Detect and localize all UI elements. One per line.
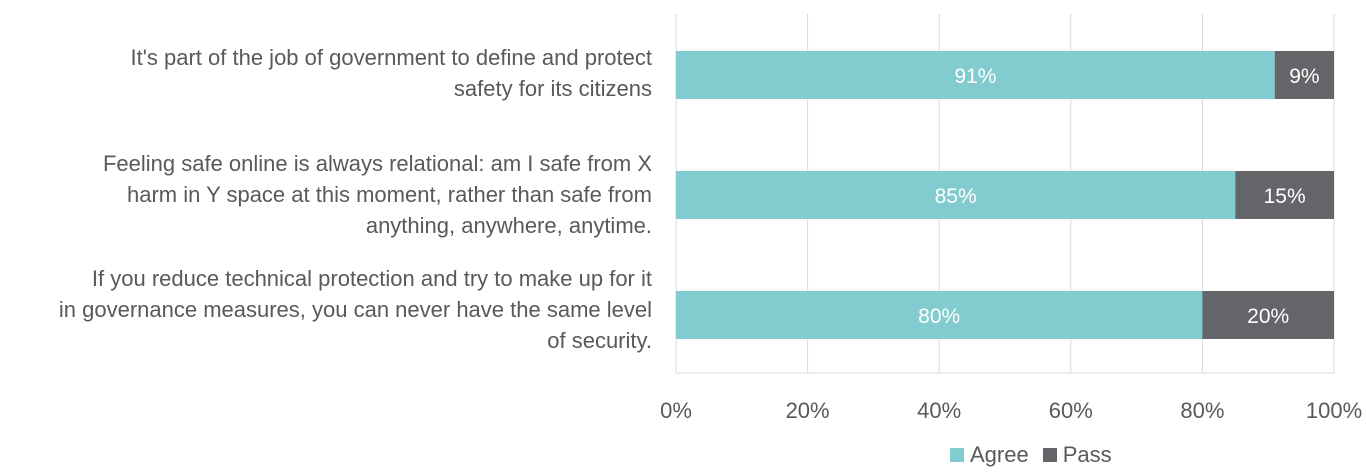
legend-label-agree: Agree [970,442,1029,467]
data-label: 80% [918,305,960,328]
bar-pass [1202,291,1334,339]
x-tick-label: 20% [786,398,830,423]
bar-agree [676,171,1236,219]
bar-pass [1274,51,1334,99]
x-tick-label: 100% [1306,398,1362,423]
bar-pass [1235,171,1334,219]
legend: Agree Pass [950,442,1126,468]
category-label-line: harm in Y space at this moment, rather t… [127,182,652,207]
data-label: 85% [935,185,977,208]
data-label: 20% [1247,305,1289,328]
x-tick-label: 60% [1049,398,1093,423]
x-tick-label: 40% [917,398,961,423]
category-label-line: anything, anywhere, anytime. [365,213,652,238]
category-label-line: of security. [547,328,652,353]
category-label-line: safety for its citizens [453,76,652,101]
data-label: 9% [1289,65,1319,88]
category-label-line: It's part of the job of government to de… [130,45,652,70]
legend-label-pass: Pass [1062,442,1112,467]
category-label-line: in governance measures, you can never ha… [58,297,652,322]
category-label: If you reduce technical protection and t… [0,263,652,356]
category-label-line: Feeling safe online is always relational… [102,151,652,176]
x-tick-label: 80% [1180,398,1224,423]
bar-agree [676,51,1275,99]
legend-swatch-agree [950,448,964,462]
category-label-line: If you reduce technical protection and t… [91,266,652,291]
legend-swatch-pass [1042,448,1057,462]
data-label: 91% [954,65,996,88]
x-tick-label: 0% [660,398,692,423]
legend-item-pass: Pass [1042,442,1112,468]
legend-item-agree: Agree [950,442,1029,468]
bar-agree [676,291,1203,339]
category-label: Feeling safe online is always relational… [0,148,652,241]
category-label: It's part of the job of government to de… [0,42,652,104]
data-label: 15% [1264,185,1306,208]
